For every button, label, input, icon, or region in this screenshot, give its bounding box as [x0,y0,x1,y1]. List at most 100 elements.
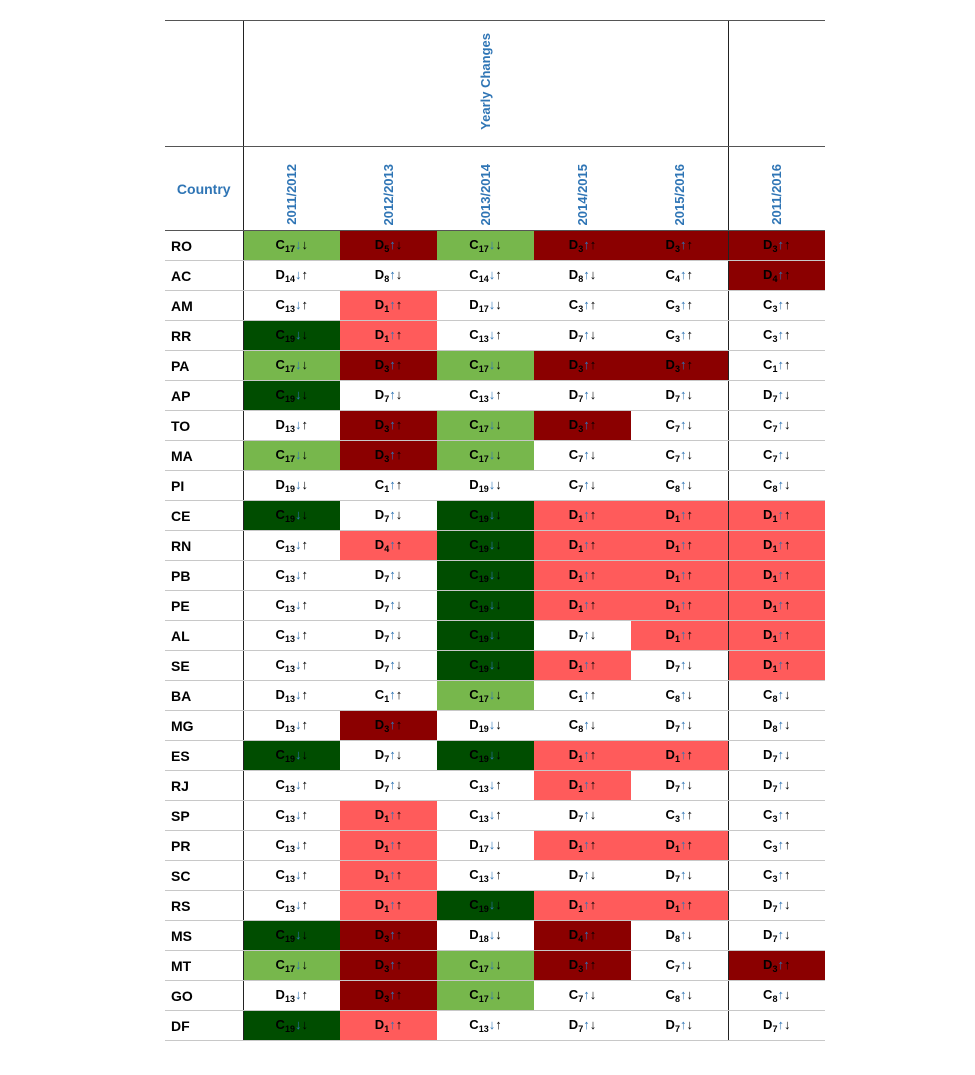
class-letter: D [374,417,385,432]
trend-arrows-icon: ↓↓ [488,927,502,942]
trend-arrows-icon: ↑↑ [679,237,693,252]
trend-arrows-icon: ↑↑ [389,837,403,852]
change-cell: D7↑↓ [340,740,437,771]
class-number: 3 [772,334,778,344]
trend-arrows-icon: ↓↓ [488,717,502,732]
change-cell: C3↑↑ [727,320,825,351]
change-cell: D17↓↓ [437,830,534,861]
change-cell: D18↓↓ [437,920,534,951]
change-cell: D1↑↑ [631,590,728,621]
trend-arrows-icon: ↑↑ [679,357,693,372]
class-letter: C [763,867,773,882]
class-letter: C [469,807,479,822]
class-letter: C [469,957,479,972]
change-cell: D1↑↑ [534,770,631,801]
trend-arrows-icon: ↓↑ [488,1017,502,1032]
class-letter: C [469,567,479,582]
trend-arrows-icon: ↓↓ [294,927,308,942]
class-letter: D [665,747,675,762]
trend-arrows-icon: ↑↓ [583,387,597,402]
class-letter: C [275,807,285,822]
trend-arrows-icon: ↑↓ [679,657,693,672]
change-cell: C8↑↓ [727,980,825,1011]
class-letter: D [275,267,285,282]
period-label: 2012/2013 [381,163,396,225]
class-number: 7 [772,934,778,944]
change-cell: D19↓↓ [242,470,340,501]
class-letter: D [374,927,385,942]
change-cell: D1↑↑ [534,500,631,531]
change-cell: D13↓↑ [242,710,340,741]
trend-arrows-icon: ↑↓ [583,867,597,882]
trend-arrows-icon: ↓↓ [488,987,502,1002]
top-header-row: Yearly Changes [165,20,825,147]
class-number: 13 [478,874,489,884]
change-cell: C17↓↓ [437,230,534,261]
change-cell: D1↑↑ [534,740,631,771]
trend-arrows-icon: ↑↓ [679,927,693,942]
class-number: 3 [578,364,584,374]
class-letter: D [275,717,285,732]
class-number: 13 [478,814,489,824]
class-number: 13 [284,724,295,734]
class-letter: C [275,957,285,972]
change-cell: C7↑↓ [727,410,825,441]
class-number: 7 [674,874,680,884]
change-cell: D13↓↑ [242,410,340,441]
trend-arrows-icon: ↓↑ [294,567,308,582]
change-cell: C13↓↑ [437,860,534,891]
class-letter: C [469,987,479,1002]
trend-arrows-icon: ↑↑ [679,597,693,612]
class-letter: C [275,657,285,672]
trend-arrows-icon: ↑↓ [583,327,597,342]
overall-period-header-cell: 2011/2016 [727,146,825,231]
class-number: 3 [772,304,778,314]
change-cell: D1↑↑ [534,590,631,621]
class-letter: D [665,357,675,372]
class-letter: C [568,447,579,462]
change-cell: C17↓↓ [242,950,340,981]
trend-arrows-icon: ↓↓ [488,237,502,252]
class-number: 1 [772,634,778,644]
class-letter: D [374,807,385,822]
change-cell: D1↑↑ [340,860,437,891]
change-cell: C19↓↓ [437,590,534,621]
class-letter: C [469,237,479,252]
trend-arrows-icon: ↓↑ [294,897,308,912]
change-cell: C17↓↓ [437,440,534,471]
trend-arrows-icon: ↑↑ [389,537,403,552]
class-number: 3 [384,424,390,434]
trend-arrows-icon: ↑↑ [389,987,403,1002]
class-number: 13 [284,664,295,674]
period-header-cell: 2014/2015 [534,146,631,231]
table-row: RS C13↓↑ D1↑↑ C19↓↓ D1↑↑ D1↑↑ D7↑↓ [165,890,825,921]
trend-arrows-icon: ↓↑ [294,417,308,432]
class-letter: C [374,687,385,702]
class-number: 17 [478,454,489,464]
change-cell: C19↓↓ [242,920,340,951]
trend-arrows-icon: ↑↓ [777,987,791,1002]
trend-arrows-icon: ↑↑ [389,807,403,822]
class-number: 17 [478,304,489,314]
class-number: 1 [674,604,680,614]
trend-arrows-icon: ↑↑ [389,717,403,732]
class-number: 8 [674,484,680,494]
trend-arrows-icon: ↓↓ [488,687,502,702]
change-cell: C3↑↑ [631,800,728,831]
change-cell: D1↑↑ [534,560,631,591]
change-cell: C13↓↑ [437,1010,534,1041]
class-number: 13 [284,694,295,704]
class-number: 7 [772,394,778,404]
class-number: 3 [578,964,584,974]
class-letter: D [568,327,579,342]
change-cell: D1↑↑ [727,560,825,591]
trend-arrows-icon: ↓↑ [488,777,502,792]
country-code: GO [165,980,243,1011]
change-cell: C8↑↓ [727,470,825,501]
class-number: 3 [384,934,390,944]
class-number: 17 [478,364,489,374]
change-cell: D7↑↓ [631,380,728,411]
change-cell: C7↑↓ [631,950,728,981]
change-cell: C19↓↓ [437,500,534,531]
class-letter: D [374,297,385,312]
